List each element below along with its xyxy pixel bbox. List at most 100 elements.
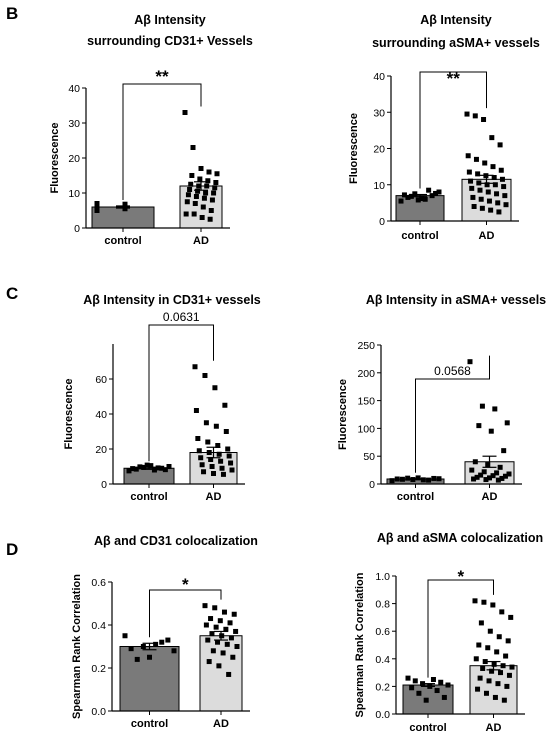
data-point — [485, 189, 491, 195]
y-axis-label: Fluorescence — [49, 123, 61, 194]
data-point — [216, 451, 222, 457]
data-point — [492, 406, 498, 412]
significance-label: ** — [447, 69, 461, 88]
data-point — [489, 668, 495, 674]
data-point — [479, 403, 485, 409]
y-axis-label: Fluorescence — [348, 113, 360, 184]
y-axis-label: Spearman Rank Correlation — [354, 572, 366, 717]
data-point — [206, 450, 212, 455]
chart-title: Aβ Intensity in aSMA+ vessels — [366, 293, 546, 307]
y-tick-label: 60 — [95, 374, 107, 386]
data-point — [223, 429, 229, 434]
y-tick-label: 40 — [373, 71, 385, 83]
y-tick-label: 0 — [369, 479, 375, 491]
data-point — [199, 462, 205, 468]
data-point — [477, 187, 483, 193]
data-point — [198, 166, 204, 171]
data-point — [420, 681, 426, 687]
data-point — [476, 180, 482, 186]
data-point — [134, 656, 140, 662]
y-tick-label: 10 — [373, 180, 385, 192]
data-point — [193, 408, 199, 413]
data-point — [436, 476, 442, 482]
data-point — [477, 675, 483, 681]
chart-3: Aβ Intensity in CD31+ vessels control AD 0 2… — [63, 293, 261, 503]
data-point — [497, 142, 503, 148]
data-point — [159, 639, 165, 645]
data-point — [192, 364, 198, 370]
data-point — [503, 202, 509, 208]
y-tick-label: 250 — [357, 340, 375, 352]
data-point — [217, 618, 223, 624]
data-point — [426, 187, 432, 193]
significance-bracket — [427, 579, 494, 678]
significance-label: 0.0631 — [163, 310, 200, 324]
data-point — [499, 176, 505, 182]
data-point — [412, 191, 418, 197]
data-point — [471, 204, 477, 209]
panel-label-d: D — [6, 540, 19, 559]
data-point — [486, 198, 492, 204]
data-point — [488, 428, 494, 434]
chart-4: Aβ Intensity in aSMA+ vessels control AD 0 5… — [337, 293, 546, 503]
data-point — [486, 678, 492, 684]
data-point — [495, 681, 501, 687]
x-tick-label: AD — [193, 235, 209, 247]
data-point — [203, 190, 209, 196]
data-point — [221, 609, 227, 615]
data-point — [398, 198, 404, 204]
data-point — [476, 423, 482, 429]
data-point — [122, 202, 128, 208]
data-point — [481, 469, 487, 475]
data-point — [494, 649, 500, 655]
data-point — [183, 211, 189, 217]
data-point — [429, 193, 435, 199]
data-point — [212, 605, 218, 611]
data-point — [197, 176, 203, 182]
data-point — [441, 694, 447, 700]
data-point — [210, 648, 216, 654]
significance-bracket — [148, 324, 214, 462]
data-point — [489, 135, 495, 141]
y-tick-label: 50 — [363, 451, 375, 463]
data-point — [208, 208, 214, 213]
data-point — [203, 420, 209, 426]
x-tick-label: control — [409, 722, 446, 734]
data-point — [227, 620, 233, 626]
data-point — [472, 598, 478, 604]
y-tick-label: 0 — [379, 216, 385, 228]
data-point — [495, 200, 501, 206]
chart-2: Aβ Intensity surrounding aSMA+ vessels con… — [348, 13, 540, 242]
data-point — [468, 178, 474, 184]
data-point — [219, 465, 225, 471]
chart-5: Aβ and CD31 colocalization control AD 0.0 0.… — [71, 534, 258, 730]
data-point — [483, 690, 489, 696]
x-tick-label: control — [131, 718, 168, 730]
x-tick-label: AD — [482, 491, 498, 503]
data-point — [498, 670, 504, 676]
data-point — [153, 641, 159, 647]
data-point — [482, 659, 488, 665]
data-point — [497, 464, 503, 470]
data-point — [223, 626, 229, 632]
data-point — [94, 201, 100, 206]
data-point — [420, 477, 426, 483]
data-point — [422, 196, 428, 202]
y-axis-label: Fluorescence — [337, 379, 349, 450]
data-point — [233, 628, 239, 634]
data-point — [475, 171, 481, 177]
data-point — [144, 462, 150, 468]
data-point — [481, 599, 487, 605]
data-point — [502, 473, 508, 479]
data-point — [182, 110, 188, 115]
significance-bracket — [415, 355, 490, 473]
significance-bracket — [149, 589, 222, 638]
y-axis-label: Fluorescence — [63, 379, 75, 450]
data-point — [155, 465, 161, 471]
data-point — [189, 173, 195, 178]
data-point — [205, 178, 211, 184]
y-tick-label: 1.0 — [375, 571, 390, 583]
data-point — [499, 475, 505, 481]
data-point — [501, 448, 507, 454]
y-tick-label: 0.8 — [375, 599, 390, 611]
